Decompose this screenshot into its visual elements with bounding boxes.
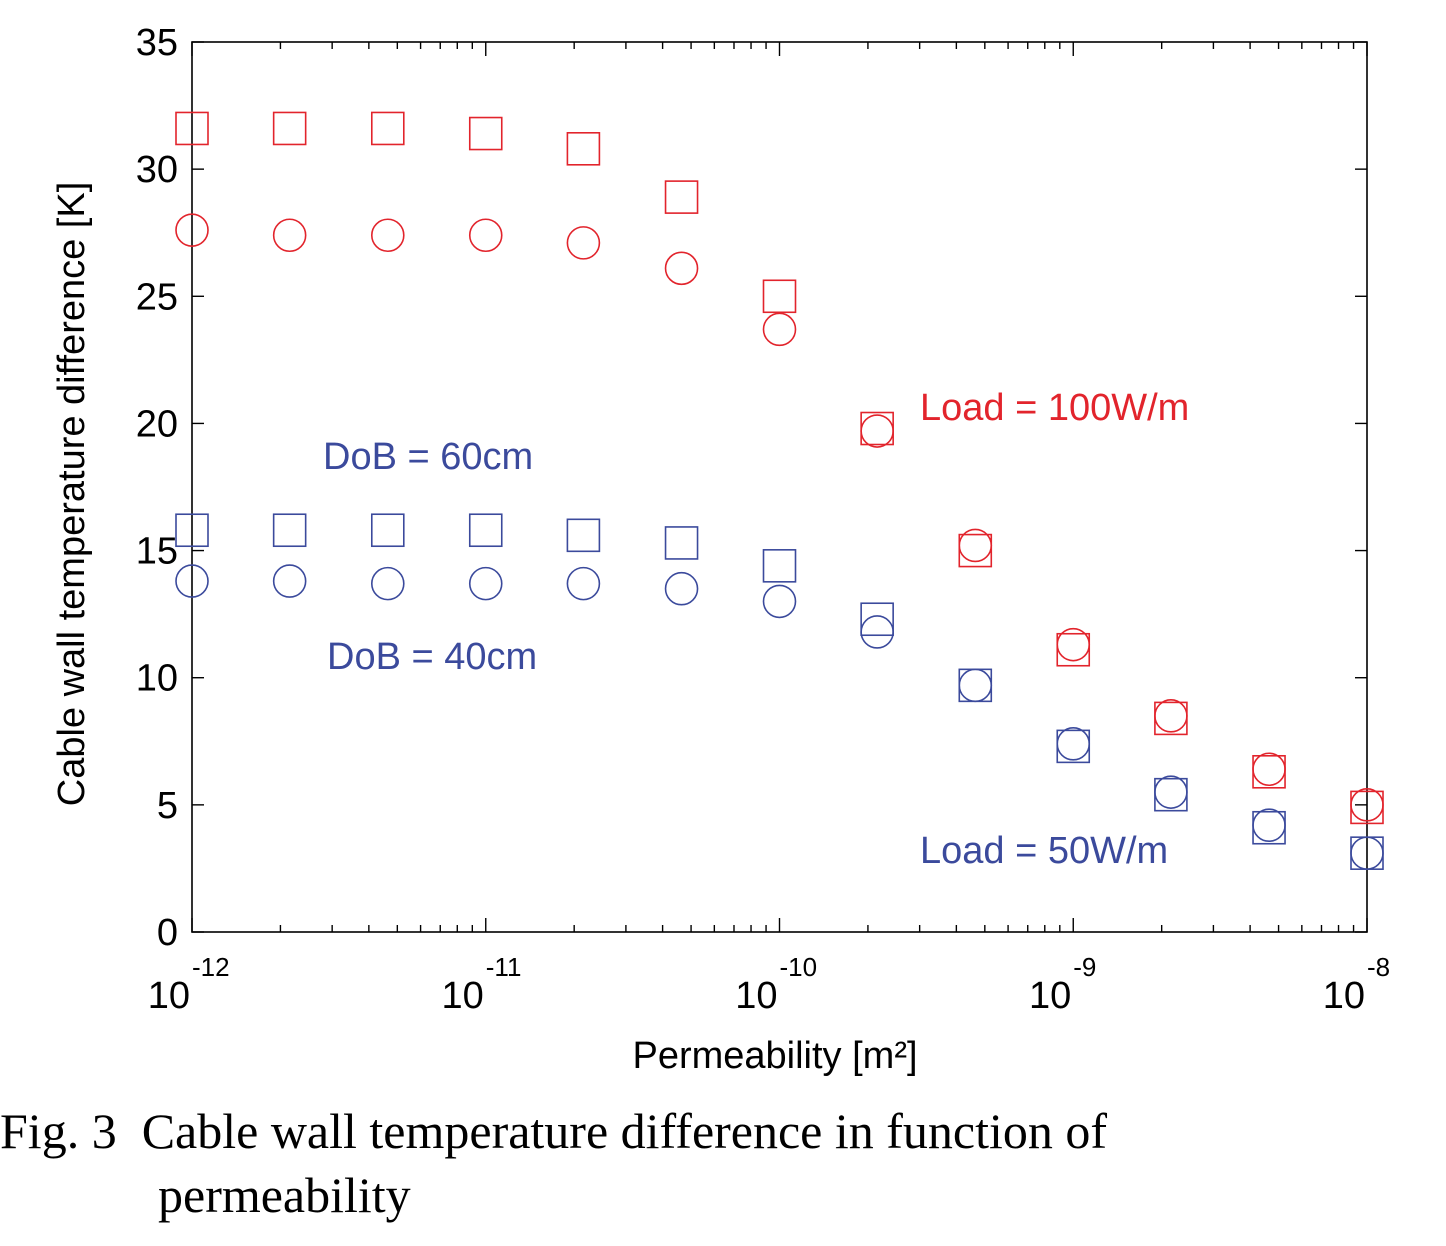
data-point-circle	[1252, 752, 1286, 787]
data-point-circle	[762, 584, 797, 619]
x-tick-label: 10-8	[1323, 952, 1390, 1017]
data-point-circle	[1252, 808, 1286, 843]
x-tick-exponent: -12	[192, 952, 230, 982]
data-point-circle	[860, 615, 894, 649]
data-point-circle	[1350, 788, 1384, 822]
x-axis-label: Permeability [m²]	[632, 1035, 917, 1077]
y-tick-label: 20	[136, 403, 178, 445]
y-tick-label: 30	[136, 149, 178, 191]
annotation-load-50: Load = 50W/m	[920, 830, 1168, 872]
data-point-circle	[566, 566, 601, 601]
data-point-square	[370, 513, 405, 548]
data-point-circle	[664, 571, 699, 606]
data-point-square	[1056, 729, 1091, 764]
data-point-square	[566, 132, 601, 166]
x-tick-base: 10	[148, 975, 190, 1017]
data-point-square	[566, 518, 601, 553]
y-axis-label: Cable wall temperature difference [K]	[51, 182, 93, 807]
data-point-square	[860, 602, 894, 637]
annotation-dob-60: DoB = 60cm	[323, 436, 533, 478]
x-tick-base: 10	[735, 975, 777, 1017]
data-point-square	[175, 111, 209, 146]
caption-line-2: permeability	[158, 1167, 411, 1223]
data-point-circle	[1154, 775, 1188, 809]
data-point-circle	[468, 566, 503, 601]
data-point-circle	[272, 218, 307, 253]
data-point-circle	[860, 414, 894, 448]
x-tick-base: 10	[441, 975, 483, 1017]
x-tick-label: 10-12	[148, 952, 230, 1017]
data-point-square	[468, 513, 503, 548]
data-point-square	[664, 180, 699, 214]
data-point-circle	[566, 226, 601, 260]
data-point-circle	[958, 668, 993, 703]
x-tick-label: 10-9	[1029, 952, 1096, 1017]
x-tick-label: 10-11	[441, 952, 521, 1017]
x-tick-label: 10-10	[735, 952, 817, 1017]
data-point-circle	[272, 564, 307, 598]
x-tick-exponent: -10	[780, 952, 818, 982]
x-tick-base: 10	[1029, 975, 1071, 1017]
data-point-square	[1252, 810, 1286, 845]
data-point-square	[860, 411, 894, 446]
axis-ticks	[191, 41, 1368, 933]
data-point-square	[272, 111, 307, 146]
x-tick-exponent: -11	[486, 952, 522, 982]
data-point-circle	[468, 218, 503, 253]
data-point-circle	[175, 564, 209, 598]
data-point-square	[762, 549, 797, 583]
data-point-square	[1154, 777, 1188, 812]
data-point-circle	[1154, 699, 1188, 733]
data-point-square	[175, 513, 209, 548]
y-tick-label: 35	[136, 22, 178, 64]
x-tick-base: 10	[1323, 975, 1365, 1017]
y-tick-label: 15	[136, 531, 178, 573]
x-tick-exponent: -9	[1073, 952, 1096, 982]
data-point-circle	[370, 566, 405, 601]
data-point-square	[1154, 701, 1188, 736]
annotation-dob-40: DoB = 40cm	[327, 636, 537, 678]
y-tick-labels: 0 5 10 15 20 25 30 35	[136, 22, 178, 954]
data-point-square	[664, 526, 699, 560]
y-tick-label: 5	[157, 785, 178, 827]
data-point-circle	[175, 213, 209, 247]
plot-frame	[191, 41, 1368, 933]
data-point-circle	[664, 251, 699, 286]
data-markers	[175, 111, 1384, 870]
data-point-circle	[958, 528, 993, 563]
data-point-square	[272, 513, 307, 548]
data-point-circle	[370, 218, 405, 253]
annotation-load-100: Load = 100W/m	[920, 387, 1189, 429]
y-tick-label: 10	[136, 658, 178, 700]
data-point-square	[762, 279, 797, 314]
data-point-square	[468, 116, 503, 151]
y-tick-label: 0	[157, 912, 178, 954]
data-point-square	[370, 111, 405, 146]
data-point-circle	[1056, 627, 1091, 662]
x-tick-exponent: -8	[1367, 952, 1390, 982]
data-point-circle	[1056, 727, 1091, 761]
caption-line-1: Fig. 3 Cable wall temperature difference…	[0, 1103, 1107, 1159]
y-tick-label: 25	[136, 276, 178, 318]
data-point-circle	[1350, 836, 1384, 870]
data-point-circle	[762, 312, 797, 347]
data-point-square	[1252, 754, 1286, 789]
